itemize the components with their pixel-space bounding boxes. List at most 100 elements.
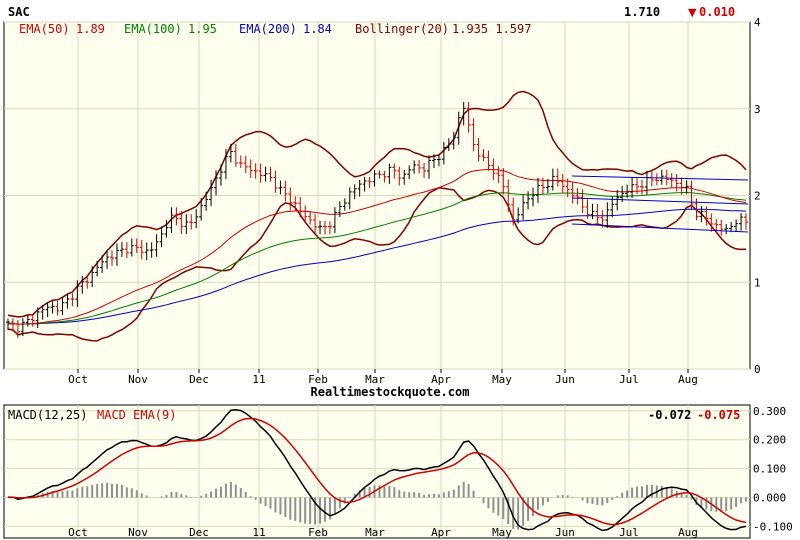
- legend-bollinger-label: Bollinger(20): [355, 22, 449, 36]
- price-bar: [149, 242, 154, 258]
- legend-ema50-value: 1.89: [76, 22, 105, 36]
- price-bar: [654, 173, 659, 186]
- price-bar: [595, 203, 600, 224]
- price-bar: [471, 118, 476, 152]
- price-bar: [461, 102, 466, 126]
- price-bar: [139, 240, 144, 260]
- price-bar: [535, 177, 540, 204]
- macd-x-tick-label: Apr: [431, 526, 451, 539]
- price-bar: [308, 210, 313, 225]
- price-bar: [288, 187, 293, 211]
- macd-ema-label: MACD EMA(9): [97, 408, 176, 422]
- macd-value: -0.072: [648, 408, 691, 422]
- price-bar: [144, 242, 149, 260]
- price-bar: [253, 163, 258, 179]
- price-bar: [322, 220, 327, 235]
- price-bar: [327, 221, 332, 235]
- legend-bollinger-value: 1.935 1.597: [452, 22, 531, 36]
- price-bar: [184, 214, 189, 235]
- price-bar: [402, 169, 407, 185]
- legend-ema100-label: EMA(100): [124, 22, 182, 36]
- macd-y-tick-label: 0.000: [753, 492, 786, 505]
- legend-ema200-value: 1.84: [303, 22, 332, 36]
- price-bar: [496, 166, 501, 183]
- price-bar: [689, 180, 694, 209]
- price-bar: [550, 168, 555, 191]
- price-bar: [704, 206, 709, 226]
- price-bar: [10, 318, 15, 332]
- price-bar: [347, 187, 352, 210]
- price-bar: [25, 315, 30, 327]
- price-x-tick-label: Aug: [678, 373, 698, 386]
- price-bar: [590, 203, 595, 220]
- price-bar: [516, 207, 521, 224]
- macd-x-tick-label: Oct: [68, 526, 88, 539]
- price-bar: [639, 179, 644, 195]
- price-bar: [724, 223, 729, 235]
- price-bar: [669, 173, 674, 188]
- price-bar: [481, 149, 486, 161]
- price-bar: [35, 307, 40, 329]
- price-bar: [214, 170, 219, 196]
- macd-x-tick-label: Feb: [308, 526, 328, 539]
- price-y-axis-ticks: 0 1 2 3 4: [754, 16, 761, 376]
- price-x-tick-label: May: [492, 373, 512, 386]
- price-bar: [387, 163, 392, 184]
- price-bar: [699, 206, 704, 223]
- price-bar: [45, 302, 50, 318]
- price-bar: [65, 293, 70, 309]
- price-bar: [580, 189, 585, 213]
- indicator-legend: EMA(50) 1.89 EMA(100) 1.95 EMA(200) 1.84…: [19, 22, 531, 36]
- price-bar: [545, 178, 550, 194]
- price-bar: [451, 131, 456, 150]
- price-bar: [377, 170, 382, 179]
- macd-x-tick-label: Aug: [678, 526, 698, 539]
- price-x-tick-label: Dec: [189, 373, 209, 386]
- legend-ema100-value: 1.95: [188, 22, 217, 36]
- price-x-axis-ticks: Oct Nov Dec 11 Feb Mar Apr May Jun Jul Aug: [68, 369, 698, 386]
- watermark: Realtimestockquote.com: [311, 385, 470, 399]
- price-bar: [124, 242, 129, 259]
- price-bar: [412, 160, 417, 174]
- price-x-tick-label: Jul: [619, 373, 639, 386]
- price-y-tick-label: 3: [754, 103, 761, 116]
- price-bar: [114, 243, 119, 266]
- price-bar: [382, 171, 387, 183]
- price-bar: [630, 177, 635, 199]
- price-bar: [238, 155, 243, 169]
- ema50-line: [8, 168, 747, 325]
- price-bars: [6, 101, 748, 338]
- macd-x-tick-label: 11: [252, 526, 265, 539]
- price-bar: [342, 198, 347, 211]
- price-bar: [95, 261, 100, 277]
- price-bar: [298, 197, 303, 218]
- price-bar: [110, 250, 115, 266]
- macd-x-tick-label: Jul: [619, 526, 639, 539]
- ticker-symbol: SAC: [8, 5, 30, 19]
- price-bar: [174, 207, 179, 226]
- price-bar: [431, 154, 436, 169]
- price-bar: [625, 184, 630, 198]
- trend-line-upper: [571, 175, 749, 181]
- price-bar: [60, 297, 65, 315]
- price-bar: [664, 169, 669, 186]
- price-bar: [293, 196, 298, 211]
- price-bar: [585, 199, 590, 219]
- price-bar: [417, 160, 422, 174]
- macd-x-axis-ticks: Oct Nov Dec 11 Feb Mar Apr May Jun Jul Aug: [68, 526, 698, 539]
- down-arrow-icon: ▼: [688, 6, 697, 19]
- price-bar: [362, 176, 367, 192]
- price-x-tick-label: Nov: [128, 373, 148, 386]
- price-bar: [278, 180, 283, 195]
- price-bar: [80, 275, 85, 294]
- price-bar: [407, 165, 412, 180]
- price-bar: [159, 226, 164, 248]
- price-bar: [268, 166, 273, 182]
- price-bar: [134, 238, 139, 253]
- macd-title: MACD(12,25): [8, 408, 87, 422]
- price-bar: [218, 164, 223, 186]
- price-bar: [263, 166, 268, 182]
- price-bar: [332, 207, 337, 234]
- macd-x-tick-label: Dec: [189, 526, 209, 539]
